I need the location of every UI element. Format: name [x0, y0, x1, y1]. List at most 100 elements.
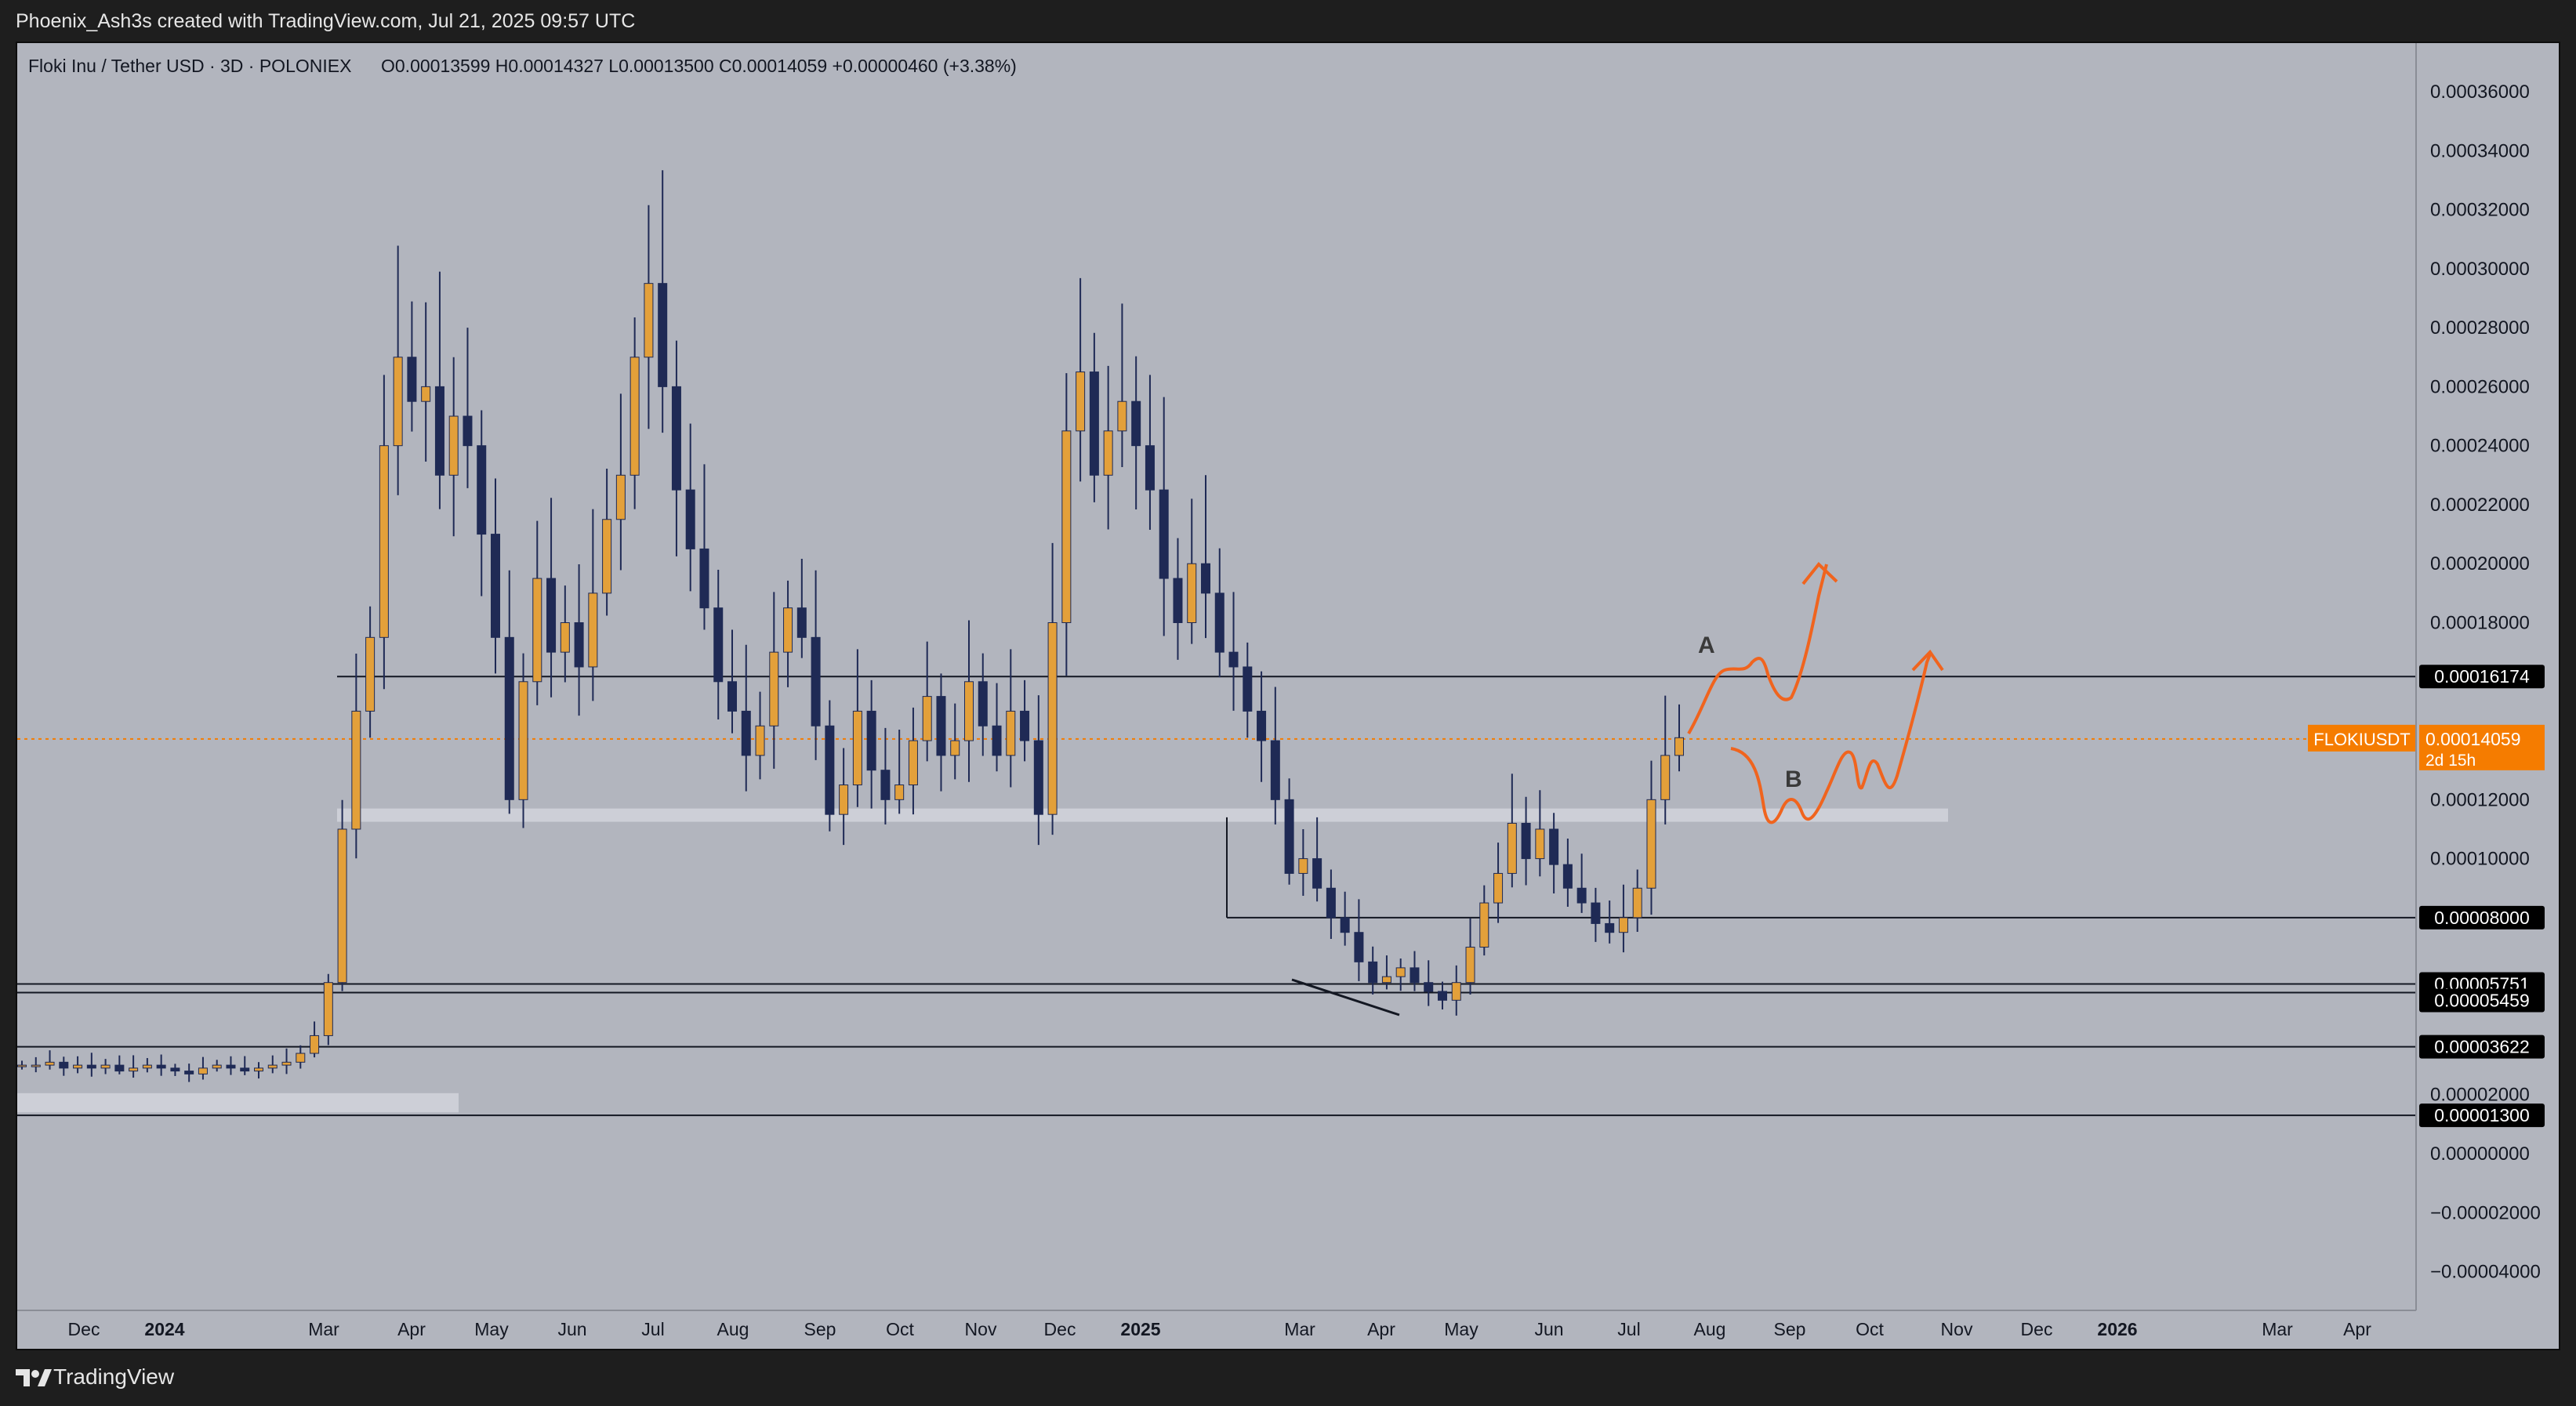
- candle-body: [518, 681, 528, 800]
- candle-body: [685, 489, 695, 549]
- y-tick-label: 0.00034000: [2430, 140, 2530, 161]
- candle-body: [1507, 822, 1517, 874]
- candle-body: [1228, 651, 1239, 668]
- candle-body: [1243, 666, 1253, 712]
- candle-body: [1020, 710, 1030, 741]
- y-tick-label: 0.00022000: [2430, 495, 2530, 516]
- candle-body: [532, 578, 542, 683]
- x-tick-label: Apr: [1367, 1319, 1395, 1339]
- candle-body: [1284, 799, 1294, 874]
- candle-body: [421, 386, 431, 402]
- falling-wedge-line: [1291, 978, 1400, 1016]
- level-price-tag: [2419, 1035, 2545, 1059]
- candle-body: [1326, 887, 1336, 919]
- candle-body: [963, 681, 974, 741]
- x-tick-label: Sep: [804, 1319, 836, 1339]
- candle-body: [253, 1067, 264, 1072]
- y-tick-label: 0.00018000: [2430, 613, 2530, 634]
- chart-legend-title: Floki Inu / Tether USD · 3D · POLONIEX: [28, 56, 351, 76]
- x-tick-label: Jul: [641, 1319, 664, 1339]
- candle-body: [1006, 710, 1016, 756]
- candle-body: [407, 357, 417, 402]
- y-tick-label: −0.00002000: [2430, 1202, 2541, 1223]
- x-tick-label: Jun: [1534, 1319, 1563, 1339]
- candle-body: [490, 534, 501, 638]
- x-tick-label: May: [1444, 1319, 1478, 1339]
- x-tick-label: Dec: [68, 1319, 100, 1339]
- candle-body: [1159, 489, 1169, 579]
- level-price-tag: [2419, 1103, 2545, 1128]
- candle-body: [1395, 967, 1406, 977]
- candle-body: [811, 636, 821, 727]
- horizontal-levels: 0.000161740.000080000.000057510.00005459…: [17, 665, 2545, 1128]
- y-tick-label: 0.00030000: [2430, 259, 2530, 280]
- candle-body: [908, 740, 918, 786]
- candle-body: [296, 1053, 306, 1063]
- y-tick-label: 0.00032000: [2430, 200, 2530, 221]
- candle-body: [825, 725, 835, 815]
- candle-body: [978, 681, 988, 727]
- x-tick-label: Sep: [1774, 1319, 1806, 1339]
- candle-body: [1465, 947, 1475, 984]
- forecast-drawings: AB: [1291, 562, 1944, 1016]
- scenario-b-path: [1730, 654, 1932, 824]
- candle-body: [463, 415, 473, 447]
- candle-body: [560, 622, 570, 653]
- y-tick-label: 0.00036000: [2430, 82, 2530, 103]
- candle-body: [936, 696, 946, 756]
- candle-body: [184, 1071, 194, 1074]
- candle-body: [755, 725, 765, 756]
- candle-body: [1270, 740, 1280, 800]
- candle-body: [31, 1064, 41, 1067]
- x-tick-label: Nov: [965, 1319, 997, 1339]
- x-tick-label: Dec: [2021, 1319, 2053, 1339]
- candle-body: [393, 357, 403, 447]
- bar-countdown-label: 2d 15h: [2425, 752, 2476, 770]
- candle-body: [1591, 902, 1601, 924]
- candle-body: [434, 386, 444, 476]
- scenario-b-arrowhead: [1911, 649, 1944, 672]
- candle-body: [1076, 371, 1086, 432]
- level-price-tag: [2419, 665, 2545, 689]
- candle-body: [1214, 592, 1225, 653]
- x-axis[interactable]: Dec 2024 Mar Apr May Jun Jul Aug Sep Oct Nov Dec 202…: [17, 1310, 2416, 1339]
- scenario-a-label: A: [1698, 632, 1715, 658]
- candle-body: [1479, 902, 1489, 948]
- x-tick-label: May: [474, 1319, 509, 1339]
- candle-body: [992, 725, 1002, 756]
- y-tick-label: 0.00000000: [2430, 1143, 2530, 1165]
- candle-body: [1381, 976, 1391, 984]
- attribution-text: Phoenix_Ash3s created with TradingView.c…: [16, 10, 636, 32]
- candle-body: [602, 519, 612, 594]
- candle-body: [379, 445, 389, 638]
- x-tick-label: Aug: [717, 1319, 749, 1339]
- symbol-tag: [2308, 724, 2416, 752]
- tradingview-logo-icon: [16, 1369, 52, 1386]
- attribution-bar: Phoenix_Ash3s created with TradingView.c…: [0, 0, 2576, 41]
- y-axis[interactable]: 0.00036000 0.00034000 0.00032000 0.00030000…: [2415, 43, 2541, 1310]
- candle-body: [226, 1064, 236, 1069]
- candle-body: [504, 636, 514, 800]
- x-tick-label: Jun: [557, 1319, 586, 1339]
- x-tick-label: Aug: [1694, 1319, 1726, 1339]
- candle-body: [1410, 967, 1420, 984]
- candle-body: [699, 548, 709, 609]
- candle-body: [1451, 982, 1461, 1001]
- candle-body: [1340, 917, 1350, 933]
- candle-body: [337, 828, 347, 984]
- candle-body: [86, 1064, 96, 1069]
- candle-body: [839, 785, 849, 815]
- last-price-label: 0.00014059: [2425, 729, 2521, 749]
- candle-body: [1562, 864, 1573, 889]
- candle-body: [1521, 822, 1531, 860]
- candle-body: [741, 710, 751, 756]
- candle-body: [1187, 563, 1197, 624]
- x-tick-label: Mar: [2262, 1319, 2293, 1339]
- chart-legend-ohlc: O0.00013599 H0.00014327 L0.00013500 C0.0…: [381, 56, 1017, 76]
- y-tick-label: 0.00024000: [2430, 436, 2530, 457]
- candle-body: [1660, 755, 1671, 800]
- chart-area[interactable]: [16, 42, 2560, 1350]
- candle-body: [922, 696, 932, 741]
- y-tick-label: −0.00004000: [2430, 1262, 2541, 1283]
